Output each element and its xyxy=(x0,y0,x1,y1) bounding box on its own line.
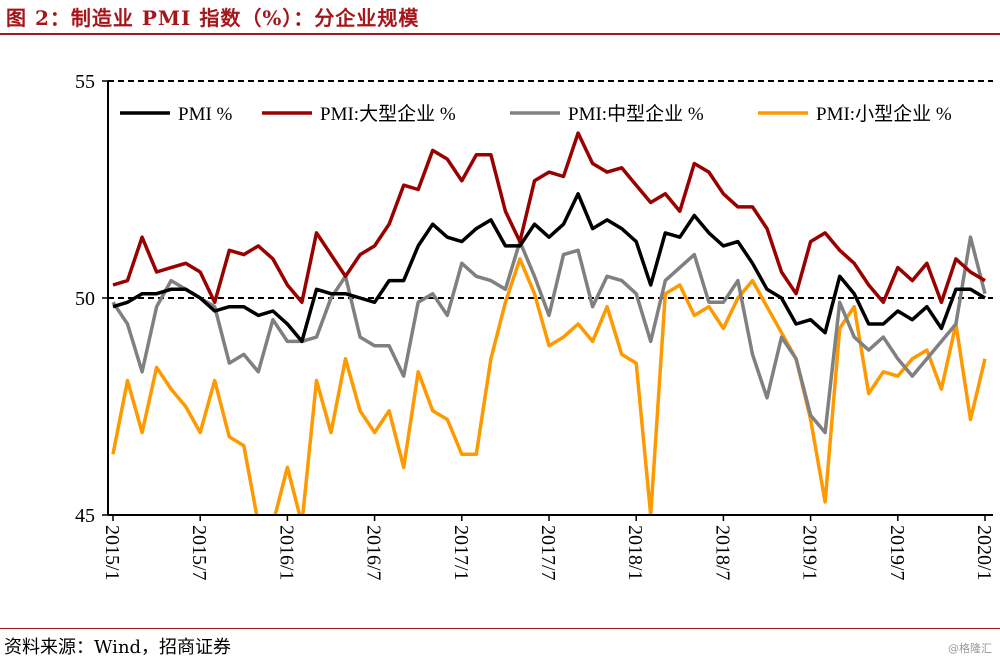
legend-label-3: PMI:小型企业 % xyxy=(816,103,952,125)
x-tick-label: 2016/1 xyxy=(275,525,297,581)
source-note: 资料来源：Wind，招商证券 xyxy=(4,637,232,658)
y-tick-label: 50 xyxy=(75,288,95,310)
x-tick-label: 2017/1 xyxy=(450,525,472,581)
x-tick-label: 2015/7 xyxy=(188,525,210,581)
x-tick-label: 2020/1 xyxy=(973,525,995,581)
gridlines xyxy=(108,80,993,299)
axes: 45 50 55 2015/1 2015/7 2016/1 2016/7 2017/1 2017… xyxy=(75,71,995,581)
series-line-0 xyxy=(112,192,986,344)
x-tick-label: 2019/1 xyxy=(799,525,821,581)
legend-label-1: PMI:大型企业 % xyxy=(320,103,456,125)
watermark: @格隆汇 xyxy=(948,642,992,655)
legend-label-2: PMI:中型企业 % xyxy=(568,103,704,125)
x-tick-label: 2018/7 xyxy=(711,525,733,581)
figure-title: 图 2：制造业 PMI 指数（%）：分企业规模 xyxy=(6,6,420,30)
legend: PMI % PMI:大型企业 % PMI:中型企业 % PMI:小型企业 % xyxy=(120,103,952,125)
x-tick-label: 2017/7 xyxy=(537,525,559,581)
series-line-3 xyxy=(111,257,987,515)
series-line-2 xyxy=(111,235,987,435)
x-tick-label: 2019/7 xyxy=(886,525,908,581)
y-tick-label: 55 xyxy=(75,71,95,93)
legend-label-0: PMI % xyxy=(178,104,233,125)
series-line-1 xyxy=(112,131,986,305)
x-tick-label: 2018/1 xyxy=(624,525,646,581)
x-tick-label: 2016/7 xyxy=(363,525,385,581)
footer-divider xyxy=(0,628,1000,629)
y-tick-label: 45 xyxy=(75,505,95,527)
x-tick-label: 2015/1 xyxy=(101,525,123,581)
title-divider xyxy=(0,33,1000,35)
series-lines xyxy=(111,131,987,515)
